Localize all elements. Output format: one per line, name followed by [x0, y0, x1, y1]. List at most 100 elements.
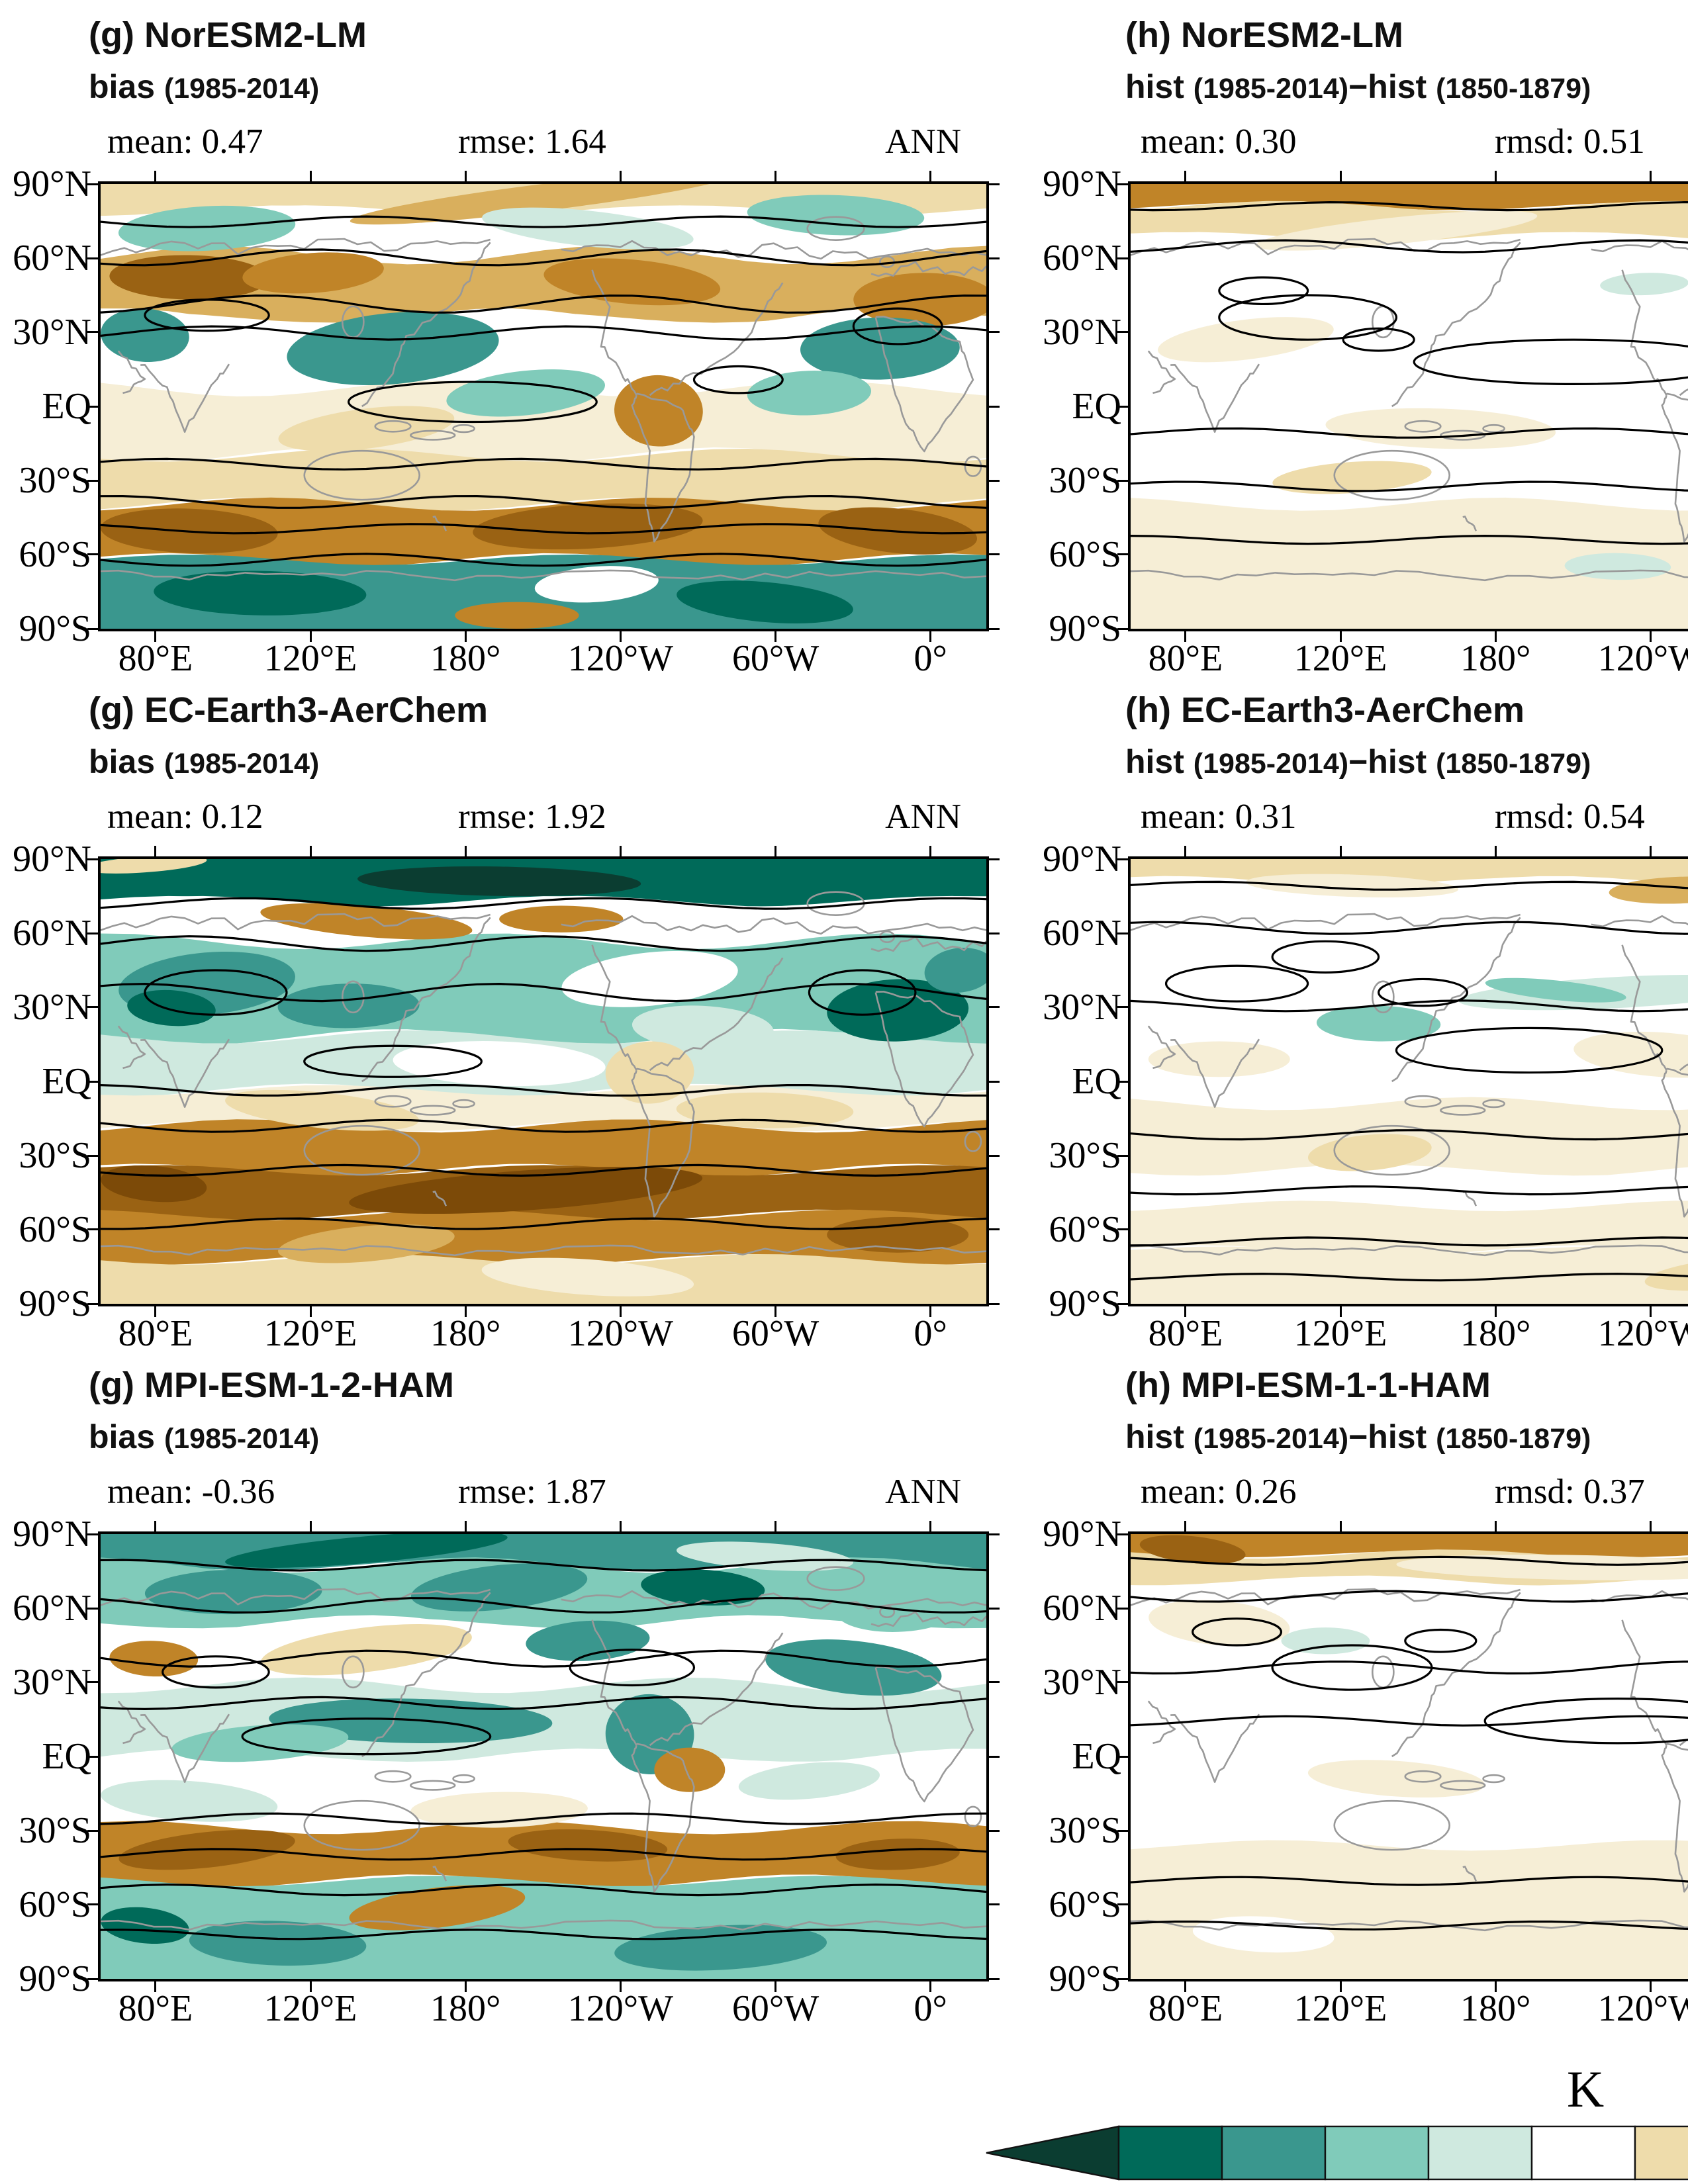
stat-rmsd: rmsd: 0.54 [1495, 797, 1645, 836]
panel-subtitle: bias (1985-2014) [89, 68, 319, 106]
panel-title: (g) NorESM2-LM [89, 15, 367, 55]
y-tick-label: 60°N [1043, 913, 1121, 954]
y-tick-label: EQ [1072, 1736, 1121, 1777]
stat-ann: ANN [885, 797, 961, 836]
axis-tick [1339, 846, 1342, 856]
axis-tick [989, 1829, 1000, 1832]
axis-tick [989, 405, 1000, 408]
axis-tick [87, 932, 98, 934]
y-tick-label: 90°S [19, 1958, 91, 1999]
axis-tick [1117, 1228, 1128, 1231]
axis-tick [154, 1306, 157, 1317]
map-canvas [1131, 1534, 1688, 1979]
y-tick-label: 30°S [1049, 1810, 1121, 1852]
axis-tick [774, 1981, 777, 1992]
axis-tick [1117, 858, 1128, 860]
y-tick-label: EQ [42, 1061, 91, 1102]
stat-rmse: rmse: 1.87 [458, 1473, 606, 1511]
axis-tick [1117, 553, 1128, 556]
axis-tick [87, 1006, 98, 1009]
axis-tick [87, 183, 98, 185]
axis-tick [1494, 1981, 1497, 1992]
map-canvas [101, 184, 986, 629]
axis-tick [989, 932, 1000, 934]
axis-tick [774, 631, 777, 642]
y-tick-label: 30°S [1049, 460, 1121, 502]
axis-tick [87, 1755, 98, 1758]
stat-mean: mean: 0.30 [1141, 122, 1297, 161]
x-tick-label: 120°E [263, 638, 357, 679]
axis-tick [1117, 183, 1128, 185]
x-tick-label: 60°W [731, 638, 820, 679]
panel-stats: mean: 0.12 rmse: 1.92 ANN [101, 798, 986, 837]
x-tick-label: 80°E [118, 638, 193, 679]
axis-tick [1339, 1306, 1342, 1317]
axis-tick [1494, 846, 1497, 856]
subtitle-part: (1985-2014) [164, 1423, 320, 1455]
subtitle-part: hist [1368, 743, 1436, 780]
axis-tick [1339, 1981, 1342, 1992]
panel-title: (g) MPI-ESM-1-2-HAM [89, 1365, 454, 1405]
axis-tick [87, 1607, 98, 1610]
map-canvas [101, 1534, 986, 1979]
y-tick-label: 30°N [1043, 1661, 1121, 1703]
axis-tick [1117, 627, 1128, 630]
axis-tick [774, 1521, 777, 1531]
subtitle-part: bias [89, 68, 164, 105]
axis-tick [309, 1306, 312, 1317]
map-g-ec-earth3-aerchem [98, 856, 989, 1306]
axis-tick [87, 331, 98, 334]
stat-rmsd: rmsd: 0.37 [1495, 1473, 1645, 1511]
axis-tick [1184, 846, 1187, 856]
axis-tick [1117, 1607, 1128, 1610]
x-tick-label: 120°W [567, 1988, 674, 2029]
axis-tick [464, 846, 467, 856]
axis-tick [1494, 1306, 1497, 1317]
axis-tick [989, 1755, 1000, 1758]
axis-tick [154, 1981, 157, 1992]
axis-tick [1117, 405, 1128, 408]
axis-tick [464, 1306, 467, 1317]
x-tick-label: 180° [430, 1313, 501, 1354]
subtitle-part: hist [1125, 68, 1194, 105]
axis-tick [929, 171, 932, 181]
y-tick-label: 90°S [1049, 608, 1121, 649]
y-tick-label: 90°N [1043, 839, 1121, 880]
axis-tick [774, 846, 777, 856]
x-tick-label: 120°E [1293, 1313, 1387, 1354]
axis-tick [87, 1302, 98, 1305]
y-tick-label: 60°S [19, 1208, 91, 1250]
subtitle-part: (1850-1879) [1436, 748, 1591, 780]
subtitle-part: (1985-2014) [1193, 1423, 1349, 1455]
y-tick-label: 30°N [13, 311, 91, 353]
panel-subtitle: hist (1985-2014)−hist (1850-1879) [1125, 1418, 1591, 1456]
x-tick-label: 80°E [1148, 1988, 1223, 2029]
y-tick-label: 90°N [13, 839, 91, 880]
y-tick-label: 60°S [1049, 533, 1121, 575]
axis-tick [1494, 171, 1497, 181]
x-tick-label: 120°W [1597, 1988, 1688, 2029]
axis-tick [1117, 1154, 1128, 1157]
subtitle-part: − [1348, 743, 1368, 780]
y-tick-label: 30°N [13, 1661, 91, 1703]
y-tick-label: EQ [42, 1736, 91, 1777]
axis-tick [87, 479, 98, 482]
axis-tick [1184, 171, 1187, 181]
axis-tick [989, 183, 1000, 185]
axis-tick [1117, 331, 1128, 334]
axis-tick [87, 1829, 98, 1832]
axis-tick [1117, 1829, 1128, 1832]
subtitle-part: (1850-1879) [1436, 73, 1591, 105]
axis-tick [87, 1978, 98, 1980]
y-tick-label: 60°S [1049, 1884, 1121, 1925]
axis-tick [989, 257, 1000, 259]
panel-stats: mean: 0.26 rmsd: 0.37 [1131, 1473, 1688, 1512]
x-tick-label: 60°W [731, 1313, 820, 1354]
axis-tick [154, 1521, 157, 1531]
y-tick-label: 90°S [1049, 1958, 1121, 1999]
y-tick-label: 60°N [13, 1588, 91, 1629]
axis-tick [774, 1306, 777, 1317]
y-tick-label: 90°S [1049, 1283, 1121, 1324]
axis-tick [1184, 1306, 1187, 1317]
axis-tick [87, 858, 98, 860]
